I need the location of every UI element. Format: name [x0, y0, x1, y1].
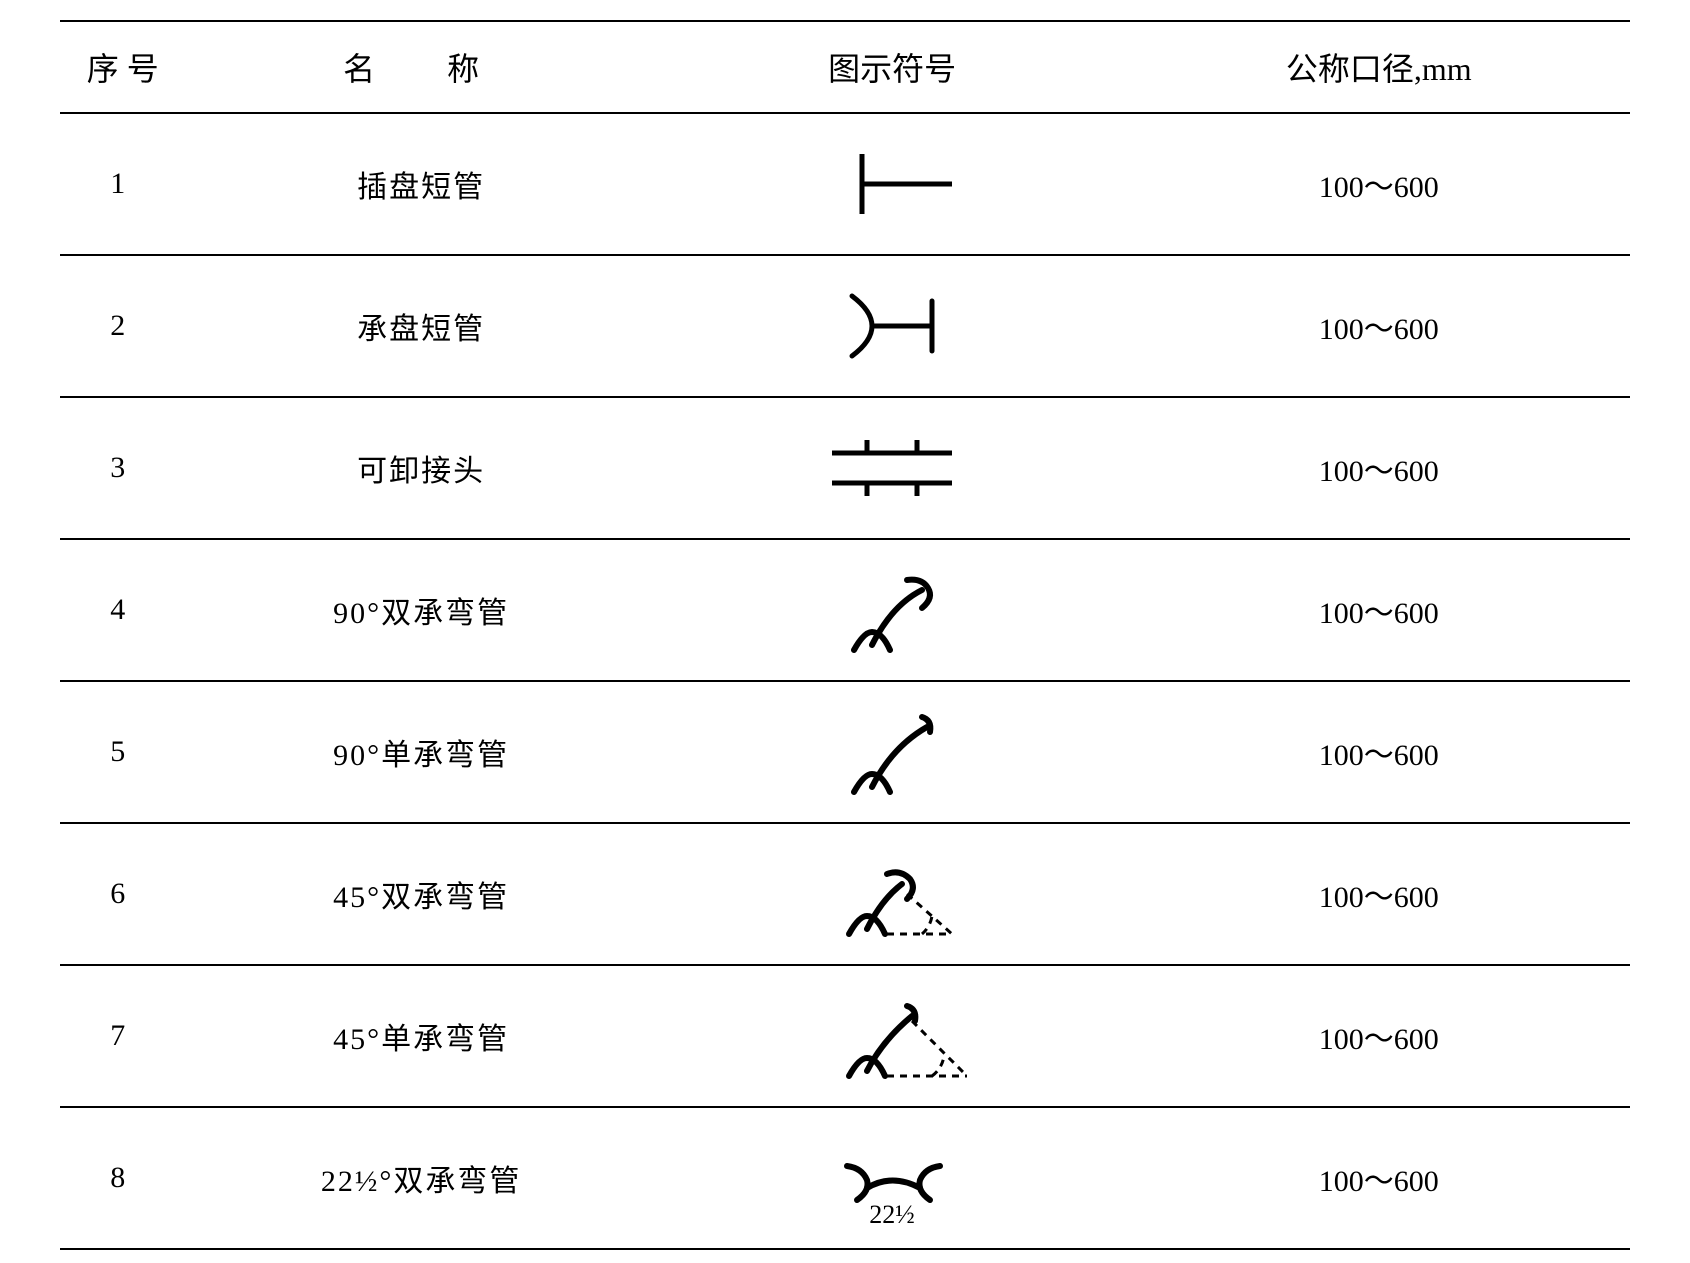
table-row: 4 90°双承弯管 100～600 — [60, 539, 1630, 681]
pipe-symbol-icon: 22½ — [772, 1118, 1012, 1238]
table-row: 8 22½°双承弯管 22½ 100～600 — [60, 1107, 1630, 1249]
cell-seq: 5 — [60, 681, 186, 823]
table-row: 1 插盘短管 100～600 — [60, 113, 1630, 255]
pipe-symbol-icon — [772, 834, 1012, 954]
cell-diameter: 100～600 — [1128, 823, 1630, 965]
cell-diameter: 100～600 — [1128, 255, 1630, 397]
header-diameter: 公称口径,mm — [1128, 21, 1630, 113]
cell-name: 插盘短管 — [186, 113, 657, 255]
cell-diameter: 100～600 — [1128, 397, 1630, 539]
cell-symbol — [657, 823, 1128, 965]
cell-name: 45°单承弯管 — [186, 965, 657, 1107]
cell-name: 90°单承弯管 — [186, 681, 657, 823]
table-row: 5 90°单承弯管 100～600 — [60, 681, 1630, 823]
header-seq: 序 号 — [60, 21, 186, 113]
table-row: 3 可卸接头 100～600 — [60, 397, 1630, 539]
pipe-symbol-icon — [772, 550, 1012, 670]
cell-name: 承盘短管 — [186, 255, 657, 397]
cell-seq: 1 — [60, 113, 186, 255]
pipe-symbol-icon — [772, 976, 1012, 1096]
cell-name: 22½°双承弯管 — [186, 1107, 657, 1249]
cell-symbol — [657, 113, 1128, 255]
cell-diameter: 100～600 — [1128, 539, 1630, 681]
cell-seq: 2 — [60, 255, 186, 397]
cell-name: 可卸接头 — [186, 397, 657, 539]
table-row: 2 承盘短管 100～600 — [60, 255, 1630, 397]
pipe-symbol-icon — [772, 692, 1012, 812]
symbol-label: 22½ — [869, 1200, 915, 1229]
table-header-row: 序 号 名 称 图示符号 公称口径,mm — [60, 21, 1630, 113]
pipe-fittings-table: 序 号 名 称 图示符号 公称口径,mm 1 插盘短管 100 — [60, 20, 1630, 1250]
header-name: 名 称 — [186, 21, 657, 113]
cell-symbol — [657, 681, 1128, 823]
page: 序 号 名 称 图示符号 公称口径,mm 1 插盘短管 100 — [0, 0, 1690, 1263]
cell-symbol — [657, 255, 1128, 397]
cell-seq: 3 — [60, 397, 186, 539]
cell-diameter: 100～600 — [1128, 113, 1630, 255]
cell-diameter: 100～600 — [1128, 681, 1630, 823]
pipe-symbol-icon — [772, 408, 1012, 528]
cell-symbol — [657, 397, 1128, 539]
cell-seq: 6 — [60, 823, 186, 965]
table-row: 7 45°单承弯管 — [60, 965, 1630, 1107]
cell-symbol — [657, 539, 1128, 681]
cell-diameter: 100～600 — [1128, 1107, 1630, 1249]
table-row: 6 45°双承弯管 — [60, 823, 1630, 965]
cell-symbol — [657, 965, 1128, 1107]
pipe-symbol-icon — [772, 124, 1012, 244]
pipe-symbol-icon — [772, 266, 1012, 386]
cell-seq: 8 — [60, 1107, 186, 1249]
cell-name: 45°双承弯管 — [186, 823, 657, 965]
cell-seq: 4 — [60, 539, 186, 681]
cell-name: 90°双承弯管 — [186, 539, 657, 681]
header-symbol: 图示符号 — [657, 21, 1128, 113]
cell-symbol: 22½ — [657, 1107, 1128, 1249]
cell-seq: 7 — [60, 965, 186, 1107]
cell-diameter: 100～600 — [1128, 965, 1630, 1107]
